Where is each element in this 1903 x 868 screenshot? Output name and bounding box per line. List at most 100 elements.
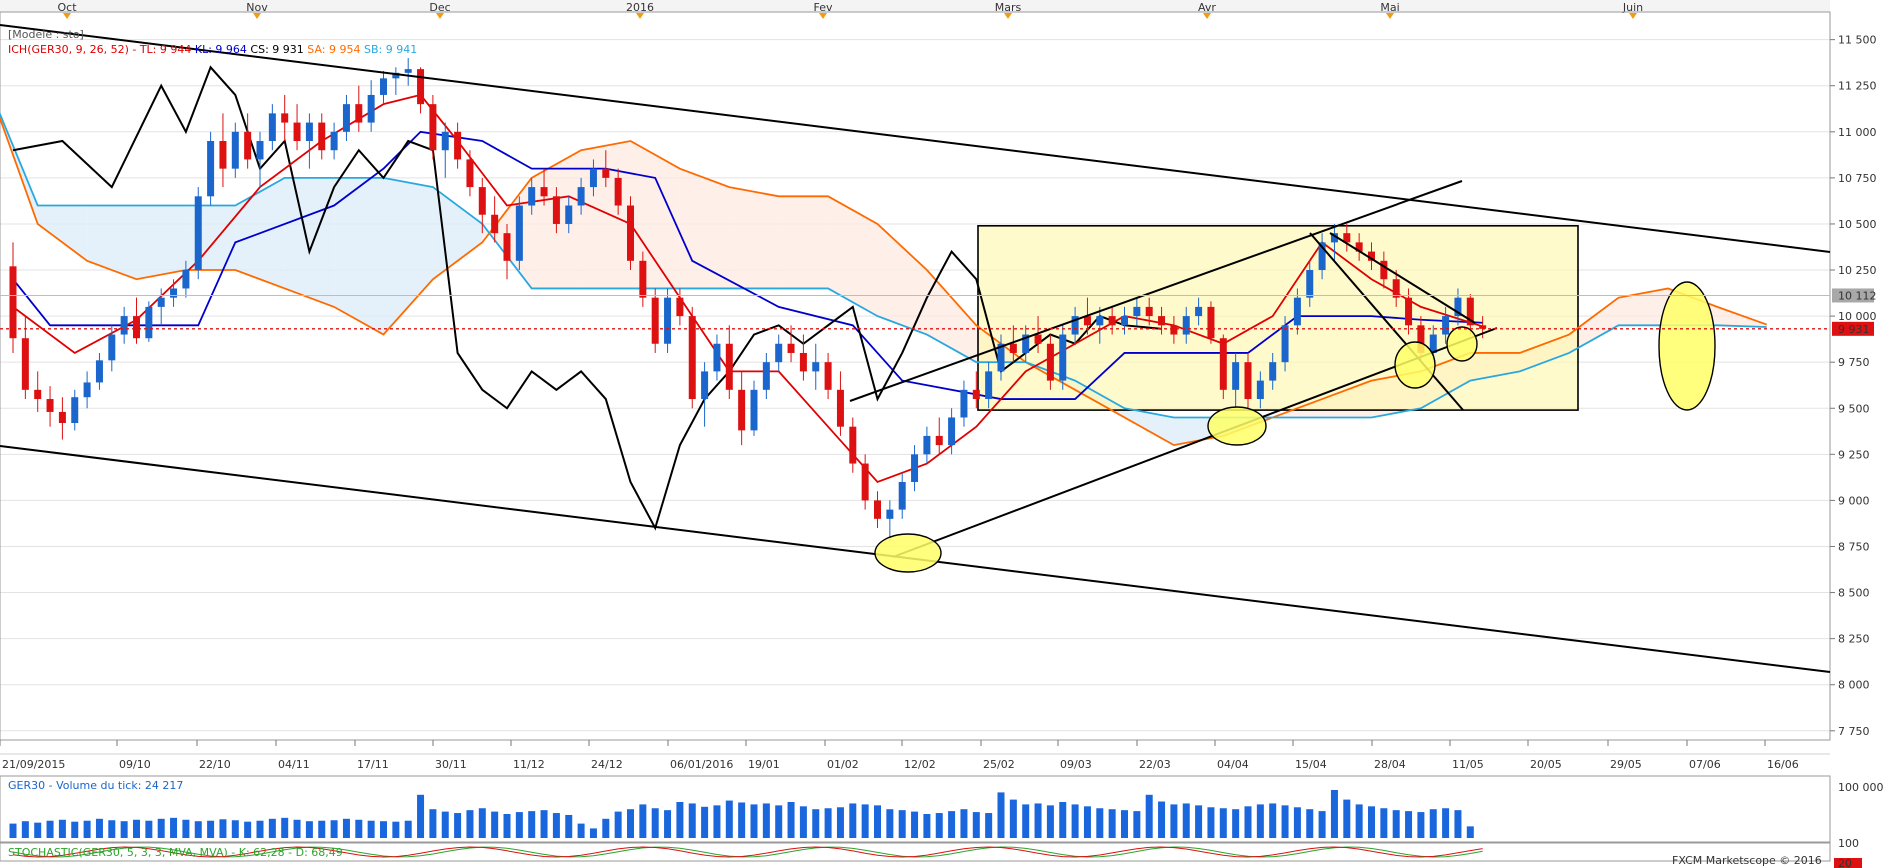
candle-body[interactable]	[342, 104, 350, 132]
candle-body[interactable]	[1293, 297, 1301, 326]
candle-body[interactable]	[565, 205, 573, 224]
candle-body[interactable]	[491, 214, 499, 234]
candle-body[interactable]	[305, 122, 313, 142]
candle-body[interactable]	[1034, 334, 1042, 344]
candle-body[interactable]	[268, 113, 276, 142]
candle-body[interactable]	[392, 72, 400, 79]
candle-body[interactable]	[46, 399, 54, 412]
candle-body[interactable]	[528, 187, 536, 206]
candle-body[interactable]	[614, 177, 622, 206]
candle-body[interactable]	[404, 69, 412, 73]
candle-body[interactable]	[1244, 362, 1252, 400]
candle-body[interactable]	[95, 360, 103, 383]
candle-body[interactable]	[799, 352, 807, 372]
candle-body[interactable]	[787, 343, 795, 353]
candle-body[interactable]	[1121, 316, 1128, 326]
candle-body[interactable]	[441, 131, 449, 151]
candle-body[interactable]	[256, 141, 264, 160]
candle-body[interactable]	[898, 481, 906, 510]
candle-body[interactable]	[750, 389, 758, 431]
candle-body[interactable]	[1269, 362, 1277, 381]
candle-body[interactable]	[1195, 306, 1203, 317]
candle-body[interactable]	[466, 159, 474, 188]
candle-body[interactable]	[861, 463, 869, 501]
candle-body[interactable]	[1083, 316, 1091, 326]
candle-body[interactable]	[589, 168, 597, 188]
candle-body[interactable]	[602, 168, 610, 178]
candle-body[interactable]	[540, 187, 548, 197]
candle-body[interactable]	[231, 131, 239, 169]
candle-body[interactable]	[738, 389, 746, 431]
candle-body[interactable]	[207, 141, 215, 197]
candle-body[interactable]	[170, 288, 178, 298]
candle-body[interactable]	[1368, 251, 1375, 261]
candle-body[interactable]	[9, 266, 17, 339]
candle-body[interactable]	[21, 338, 29, 390]
candle-body[interactable]	[429, 104, 437, 151]
candle-body[interactable]	[960, 389, 968, 418]
candle-body[interactable]	[293, 122, 301, 142]
candle-body[interactable]	[972, 389, 980, 400]
candle-body[interactable]	[935, 435, 943, 446]
candle-body[interactable]	[58, 411, 66, 423]
candle-body[interactable]	[1096, 316, 1104, 326]
candle-body[interactable]	[1207, 306, 1215, 339]
candle-body[interactable]	[1306, 270, 1314, 298]
candle-body[interactable]	[133, 316, 140, 339]
candle-body[interactable]	[417, 69, 425, 105]
candle-body[interactable]	[380, 78, 387, 95]
candle-body[interactable]	[639, 260, 647, 298]
candle-body[interactable]	[1108, 316, 1116, 326]
candle-body[interactable]	[1219, 338, 1227, 390]
candle-body[interactable]	[1442, 316, 1450, 335]
candle-body[interactable]	[1380, 260, 1388, 280]
candle-body[interactable]	[775, 343, 783, 363]
candle-body[interactable]	[1479, 325, 1487, 329]
candle-body[interactable]	[1232, 362, 1240, 390]
candle-body[interactable]	[1454, 297, 1462, 317]
candle-body[interactable]	[552, 196, 560, 224]
candle-body[interactable]	[1170, 325, 1178, 335]
candle-body[interactable]	[1343, 233, 1351, 243]
candle-body[interactable]	[355, 104, 363, 123]
candle-body[interactable]	[836, 389, 844, 427]
candle-body[interactable]	[577, 187, 585, 206]
candle-body[interactable]	[478, 187, 486, 215]
candle-body[interactable]	[194, 196, 202, 271]
candle-body[interactable]	[219, 141, 227, 169]
candle-body[interactable]	[1330, 233, 1338, 243]
candle-body[interactable]	[1392, 279, 1400, 298]
candle-body[interactable]	[1059, 334, 1067, 381]
candle-body[interactable]	[1071, 316, 1079, 335]
candle-body[interactable]	[1417, 325, 1425, 353]
candle-body[interactable]	[1158, 316, 1166, 326]
candle-body[interactable]	[997, 343, 1005, 372]
candles[interactable]	[9, 58, 1487, 541]
candle-body[interactable]	[330, 131, 338, 151]
candle-body[interactable]	[281, 113, 289, 123]
candle-body[interactable]	[1466, 297, 1474, 326]
candle-body[interactable]	[503, 233, 511, 261]
candle-body[interactable]	[874, 500, 881, 519]
candle-body[interactable]	[83, 382, 91, 398]
candle-body[interactable]	[182, 270, 190, 289]
candle-body[interactable]	[71, 397, 79, 423]
candle-body[interactable]	[1145, 306, 1153, 317]
candle-body[interactable]	[367, 94, 375, 123]
candle-body[interactable]	[948, 417, 956, 446]
candle-body[interactable]	[454, 131, 462, 160]
candle-body[interactable]	[651, 297, 659, 344]
candle-body[interactable]	[1022, 334, 1030, 353]
candle-body[interactable]	[824, 362, 832, 390]
candle-body[interactable]	[627, 205, 634, 261]
candle-body[interactable]	[34, 389, 42, 400]
candle-body[interactable]	[1009, 343, 1017, 353]
candle-body[interactable]	[1405, 297, 1413, 326]
candle-body[interactable]	[244, 131, 252, 160]
candle-body[interactable]	[923, 435, 931, 455]
candle-body[interactable]	[1318, 242, 1326, 271]
candle-body[interactable]	[145, 306, 153, 339]
candle-body[interactable]	[725, 343, 733, 390]
candle-body[interactable]	[318, 122, 326, 151]
